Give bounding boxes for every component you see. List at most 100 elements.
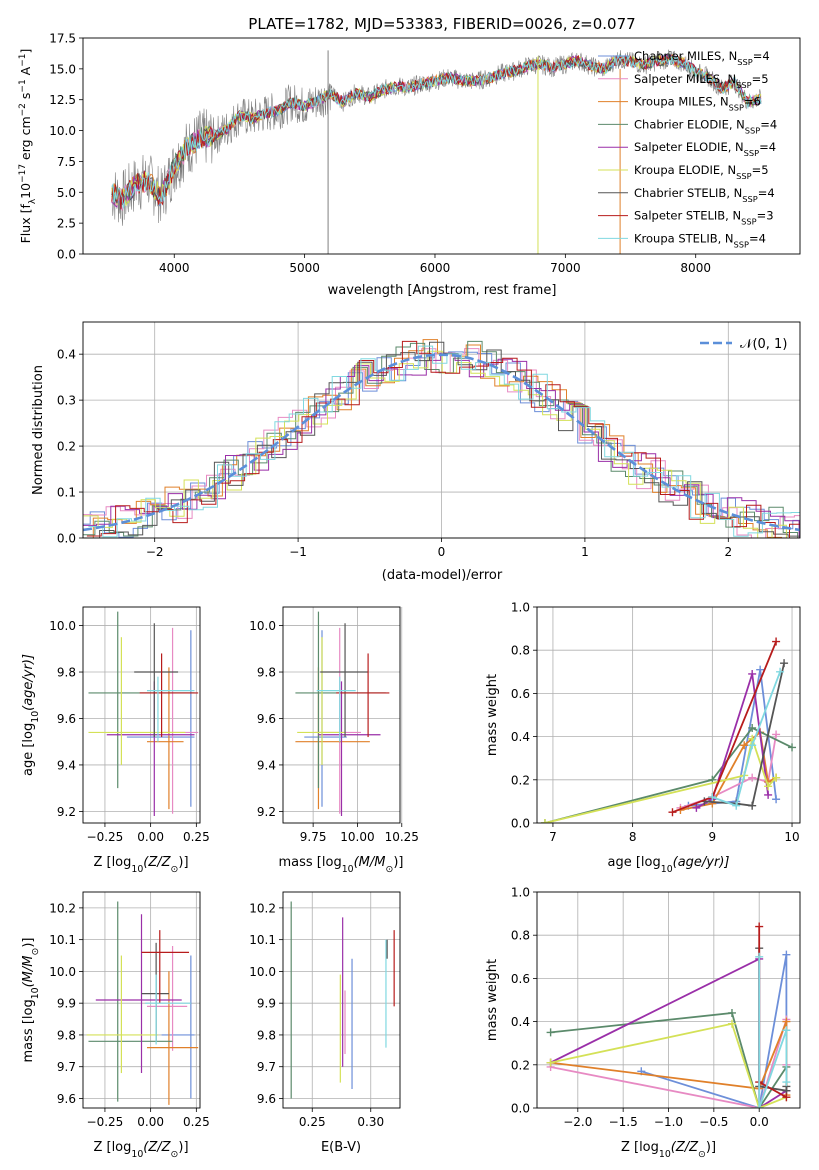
x-axis-label: age [log10(age/yr)] (608, 855, 730, 875)
legend-label: Chabrier STELIB, NSSP=4 (634, 186, 775, 204)
x-axis-label-part: ⊙ (385, 864, 393, 875)
y-tick-label: 5.0 (57, 186, 76, 200)
legend-label-part: Kroupa ELODIE, N (634, 163, 736, 177)
weight-marker (772, 730, 781, 739)
y-axis-label-part: erg cm (18, 116, 33, 164)
x-axis-label-part: (Z/Z (143, 1140, 171, 1155)
legend-label-part: =4 (760, 117, 777, 131)
spectrum-plot-area (111, 49, 762, 254)
legend-label-part: =6 (744, 95, 761, 109)
x-axis-label-part: Z [log (93, 1140, 131, 1155)
y-tick-label: 0.8 (511, 644, 530, 658)
y-axis-label-part: age [log (21, 723, 36, 776)
residuals-axes: −2 −1 0 1 2 0.0 0.1 0.2 0.3 0.4 (data-model)/error… (31, 321, 801, 583)
legend-label-part: SSP (745, 125, 760, 135)
y-tick-label: 0.0 (511, 1102, 530, 1116)
weight-vs-age-plot-area (540, 637, 797, 823)
y-tick-label: 7.5 (57, 155, 76, 169)
x-tick-label: −2.0 (563, 1115, 592, 1129)
legend-label-part: Kroupa STELIB, N (634, 231, 734, 245)
legend-label-part: Kroupa MILES, N (634, 95, 729, 109)
weight-line-chabrier-elodie (550, 1012, 788, 1108)
mass-vs-Z-axes: −0.25 0.00 0.25 9.6 9.7 9.8 9.9 10.0 10.1 10.2 Z [… (21, 891, 210, 1160)
x-tick-label: −0.5 (699, 1115, 728, 1129)
legend-label-part: =4 (753, 49, 770, 63)
y-tick-label: 10.2 (49, 901, 76, 915)
legend-label: 𝒩(0, 1) (740, 337, 787, 352)
x-axis-label-part: 10 (661, 864, 673, 875)
legend-label: Salpeter STELIB, NSSP=3 (634, 209, 774, 227)
y-axis-label: Flux [fλ10−17 erg cm−2 s−1 A−1] (18, 49, 38, 244)
y-tick-label: 9.7 (257, 1060, 276, 1074)
y-tick-label: 15.0 (49, 62, 76, 76)
legend-label-part: =5 (752, 163, 769, 177)
legend-label-part: Salpeter STELIB, N (634, 209, 741, 223)
y-axis-label-part: )] (21, 938, 36, 948)
age-vs-Z-plot-area (88, 611, 199, 817)
x-axis-label: Z [log10(Z/Z⊙)] (93, 1140, 188, 1160)
legend-label: Salpeter MILES, NSSP=5 (634, 72, 769, 90)
model-spectrum-kroupa-stelib (111, 54, 762, 209)
y-tick-label: 9.8 (257, 666, 276, 680)
y-axis-label-part: 10 (30, 711, 41, 723)
x-tick-label: 0.00 (137, 1115, 164, 1129)
x-tick-label: 7 (549, 830, 557, 844)
y-tick-label: 9.8 (57, 666, 76, 680)
legend-label: Chabrier ELODIE, NSSP=4 (634, 117, 777, 135)
weight-marker (782, 950, 791, 959)
weight-line-chabrier-stelib (704, 663, 785, 807)
x-axis-label-part: )] (178, 1140, 188, 1155)
x-axis-label-part: age [log (608, 855, 661, 870)
x-axis-label-part: Z [log (93, 855, 131, 870)
weight-marker (692, 803, 701, 812)
x-axis-label-part: (Z/Z (671, 1140, 699, 1155)
x-axis-label-part: 10 (659, 1149, 671, 1160)
y-tick-label: 12.5 (49, 93, 76, 107)
weight-line-kroupa-elodie (550, 1022, 787, 1108)
legend-label-part: Chabrier ELODIE, N (634, 117, 745, 131)
x-tick-label: −0.25 (87, 830, 124, 844)
y-tick-label: 0.2 (57, 440, 76, 454)
weight-marker (782, 1093, 791, 1102)
weight-marker (748, 669, 757, 678)
legend-label-part: =3 (757, 209, 774, 223)
legend-label: Kroupa STELIB, NSSP=4 (634, 231, 766, 249)
legend-label-part: Salpeter ELODIE, N (634, 140, 744, 154)
y-tick-label: 0.0 (57, 532, 76, 546)
y-axis-label: age [log10(age/yr)] (21, 654, 41, 776)
y-tick-label: 0.0 (57, 248, 76, 262)
y-tick-label: 10.0 (49, 619, 76, 633)
axes-frame (536, 891, 801, 1109)
weight-vs-Z-plot-area (546, 922, 791, 1108)
y-tick-label: 1.0 (511, 601, 530, 615)
x-axis-label-part: 10 (131, 864, 143, 875)
y-axis-label-part: mass [log (21, 999, 36, 1062)
y-tick-label: 0.3 (57, 394, 76, 408)
weight-line-kroupa-stelib (758, 956, 788, 1108)
y-tick-label: 10.0 (249, 965, 276, 979)
residual-histogram-kroupa-stelib (88, 345, 800, 538)
mass-vs-ebv-axes: 0.25 0.30 9.6 9.7 9.8 9.9 10.0 10.1 10.2 E(B-V) (249, 891, 401, 1155)
x-tick-label: −0.25 (87, 1115, 124, 1129)
y-tick-label: 9.4 (257, 758, 276, 772)
legend-label-part: SSP (737, 57, 752, 67)
weight-marker (708, 793, 717, 802)
weight-marker (788, 743, 797, 752)
weight-marker (755, 1104, 764, 1108)
legend-label-part: =4 (749, 231, 766, 245)
weight-line-kroupa-stelib (711, 671, 781, 807)
y-axis-label: mass weight (485, 674, 500, 756)
x-tick-label: 6000 (420, 261, 451, 275)
x-tick-label: 5000 (289, 261, 320, 275)
y-axis-label: Normed distribution (31, 365, 46, 495)
legend-label-part: SSP (744, 148, 759, 158)
age-vs-mass-axes: 9.75 10.00 10.25 9.2 9.4 9.6 9.8 10.0 mass [log1… (249, 606, 419, 875)
weight-marker (546, 1058, 555, 1067)
age-vs-Z-axes: −0.25 0.00 0.259.29.49.69.810.0Z [log10(Z/… (21, 606, 210, 875)
x-axis-label-part: Z [log (621, 1140, 659, 1155)
x-axis-label-part: (Z/Z (143, 855, 171, 870)
weight-marker (740, 741, 749, 750)
figure-title: PLATE=1782, MJD=53383, FIBERID=0026, z=0… (248, 15, 635, 33)
weight-marker (776, 667, 785, 676)
